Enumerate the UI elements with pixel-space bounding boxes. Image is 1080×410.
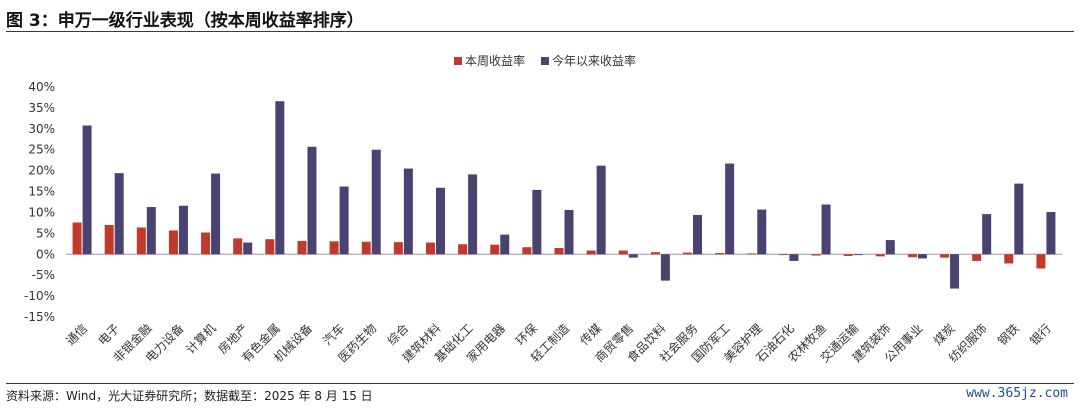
bar-weekly-return — [875, 254, 885, 257]
bar-ytd-return — [596, 165, 606, 255]
chart-title: 图 3：申万一级行业表现（按本周收益率排序） — [6, 11, 364, 31]
bar-ytd-return — [371, 149, 381, 255]
bar-ytd-return — [1046, 212, 1056, 255]
bar-ytd-return — [114, 173, 124, 255]
bar-weekly-return — [72, 222, 82, 255]
bar-ytd-return — [82, 125, 92, 255]
x-category-label: 电子 — [95, 321, 122, 348]
y-tick-label: 10% — [28, 205, 55, 219]
legend-swatch-ytd — [541, 57, 549, 65]
bar-weekly-return — [136, 227, 146, 255]
bar-ytd-return — [468, 174, 478, 255]
x-category-label: 计算机 — [183, 321, 219, 357]
x-category-label: 通信 — [63, 321, 90, 348]
bar-ytd-return — [243, 242, 253, 255]
bar-ytd-return — [564, 209, 574, 255]
bar-weekly-return — [779, 254, 789, 256]
bar-chart: 本周收益率 今年以来收益率 40% 35% 30% 25% 20% 15% 10% 5% 0% -5%… — [24, 53, 1062, 365]
bar-ytd-return — [146, 207, 156, 255]
bar-ytd-return — [789, 254, 799, 261]
bar-weekly-return — [1004, 254, 1014, 264]
legend-label-ytd: 今年以来收益率 — [552, 53, 636, 68]
bar-weekly-return — [554, 248, 564, 255]
bar-weekly-return — [329, 241, 339, 255]
watermark: www.365jz.com — [966, 386, 1068, 401]
y-tick-label: -10% — [24, 289, 55, 303]
title-divider — [6, 31, 1074, 32]
bar-weekly-return — [393, 242, 403, 255]
bar-weekly-return — [715, 253, 725, 255]
bar-weekly-return — [425, 242, 435, 255]
bar-ytd-return — [982, 214, 992, 255]
bar-weekly-return — [1036, 254, 1046, 269]
bar-ytd-return — [725, 163, 735, 255]
bar-ytd-return — [178, 205, 188, 255]
bar-ytd-return — [950, 254, 960, 289]
y-tick-label: 5% — [36, 226, 55, 240]
bar-weekly-return — [361, 241, 371, 255]
bar-ytd-return — [821, 204, 831, 255]
bar-weekly-return — [811, 254, 821, 256]
y-tick-label: 0% — [36, 247, 55, 261]
y-tick-label: 35% — [28, 101, 55, 115]
bar-weekly-return — [201, 232, 211, 255]
bar-ytd-return — [532, 189, 542, 255]
bar-ytd-return — [917, 254, 927, 259]
bar-ytd-return — [1014, 183, 1024, 255]
legend-label-weekly: 本周收益率 — [465, 53, 525, 68]
bar-weekly-return — [586, 250, 596, 255]
x-category-label: 综合 — [384, 321, 412, 349]
bar-ytd-return — [693, 214, 703, 255]
bar-weekly-return — [104, 225, 114, 255]
bar-weekly-return — [843, 254, 853, 256]
bar-ytd-return — [660, 254, 670, 281]
y-tick-label: 40% — [28, 80, 55, 94]
bar-weekly-return — [458, 244, 468, 255]
x-category-label: 传媒 — [577, 321, 605, 349]
bar-weekly-return — [233, 238, 243, 255]
x-category-label: 汽车 — [320, 321, 348, 349]
x-category-label: 银行 — [1027, 321, 1054, 348]
bar-ytd-return — [435, 187, 445, 255]
chart-container: 本周收益率 今年以来收益率 40% 35% 30% 25% 20% 15% 10% 5% 0% -5%… — [0, 36, 1080, 382]
source-bar: 资料来源：Wind，光大证券研究所；数据截至：2025 年 8 月 15 日 w… — [6, 383, 1074, 405]
bar-weekly-return — [907, 254, 917, 258]
x-category-label: 钢铁 — [995, 321, 1022, 348]
bar-weekly-return — [490, 244, 500, 255]
bar-weekly-return — [650, 252, 660, 255]
bar-ytd-return — [307, 146, 317, 255]
legend-swatch-weekly — [454, 57, 462, 65]
source-divider — [6, 383, 1074, 384]
bar-ytd-return — [339, 186, 349, 255]
bar-ytd-return — [275, 101, 285, 255]
bar-ytd-return — [211, 173, 221, 255]
x-category-label: 环保 — [513, 321, 540, 348]
y-tick-label: -15% — [24, 310, 55, 324]
bar-weekly-return — [683, 252, 693, 255]
y-tick-label: 15% — [28, 185, 55, 199]
title-bar: 图 3：申万一级行业表现（按本周收益率排序） — [6, 4, 1074, 32]
bar-ytd-return — [757, 209, 767, 255]
bar-weekly-return — [522, 247, 532, 255]
y-tick-label: -5% — [32, 268, 55, 282]
y-tick-label: 25% — [28, 143, 55, 157]
source-note: 资料来源：Wind，光大证券研究所；数据截至：2025 年 8 月 15 日 — [6, 389, 373, 403]
bar-weekly-return — [265, 239, 275, 255]
bar-ytd-return — [628, 254, 638, 258]
bar-weekly-return — [940, 254, 950, 258]
bar-ytd-return — [500, 234, 510, 255]
y-tick-label: 20% — [28, 164, 55, 178]
bar-weekly-return — [972, 254, 982, 261]
bar-ytd-return — [853, 254, 863, 256]
bar-ytd-return — [403, 168, 413, 255]
bar-ytd-return — [885, 240, 895, 255]
bar-weekly-return — [747, 253, 757, 255]
x-category-label: 煤炭 — [931, 321, 958, 348]
bar-weekly-return — [168, 230, 178, 255]
bar-weekly-return — [297, 240, 307, 255]
bar-weekly-return — [618, 250, 628, 255]
y-tick-label: 30% — [28, 122, 55, 136]
